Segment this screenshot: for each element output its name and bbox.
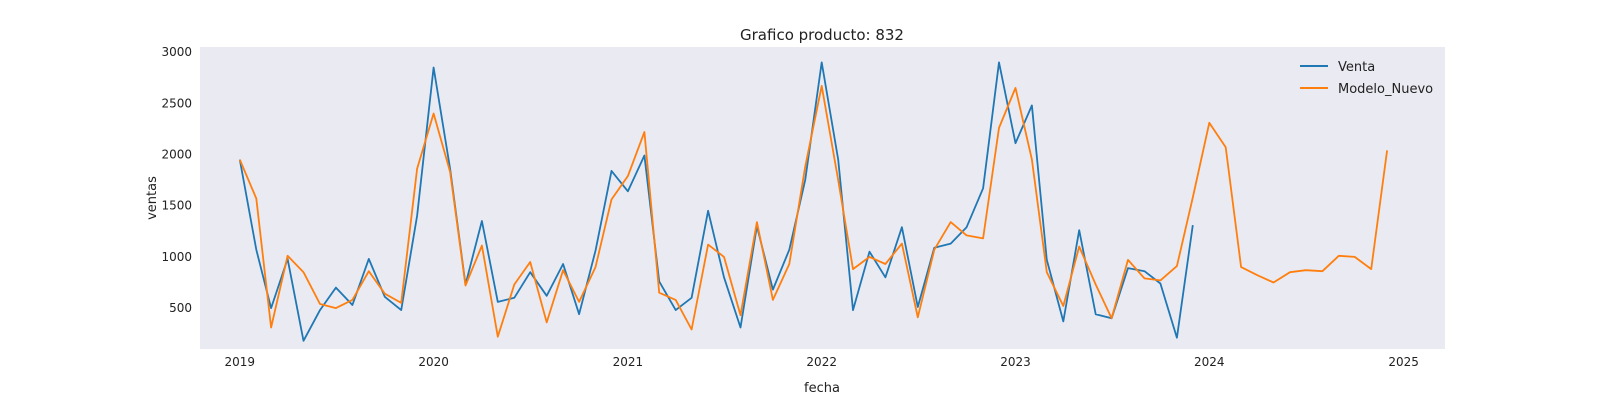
legend-label-venta: Venta	[1338, 60, 1375, 75]
x-tick-label: 2019	[225, 355, 256, 369]
y-tick-label: 2500	[161, 96, 192, 110]
series-line-modelo-nuevo	[238, 85, 1388, 338]
legend-label-modelo-nuevo: Modelo_Nuevo	[1338, 82, 1433, 97]
y-tick-label: 1000	[161, 250, 192, 264]
x-tick-labels: 2019 2020 2021 2022 2023 2024 2025	[225, 355, 1419, 369]
plot-area	[200, 47, 1445, 349]
legend: Venta Modelo_Nuevo	[1300, 60, 1433, 97]
x-axis-title: fecha	[804, 381, 840, 396]
series-lines	[238, 61, 1388, 342]
y-tick-label: 3000	[161, 45, 192, 59]
x-tick-label: 2024	[1194, 355, 1225, 369]
y-tick-label: 1500	[161, 199, 192, 213]
x-tick-label: 2025	[1388, 355, 1419, 369]
y-axis-title: ventas	[145, 176, 160, 220]
series-line-venta	[238, 61, 1194, 342]
chart-title: Grafico producto: 832	[740, 26, 904, 44]
x-tick-label: 2022	[806, 355, 837, 369]
x-tick-label: 2020	[418, 355, 449, 369]
x-tick-label: 2023	[1000, 355, 1031, 369]
y-tick-label: 2000	[161, 147, 192, 161]
x-tick-label: 2021	[613, 355, 644, 369]
y-tick-labels: 500 1000 1500 2000 2500 3000	[161, 45, 192, 315]
y-tick-label: 500	[169, 301, 192, 315]
